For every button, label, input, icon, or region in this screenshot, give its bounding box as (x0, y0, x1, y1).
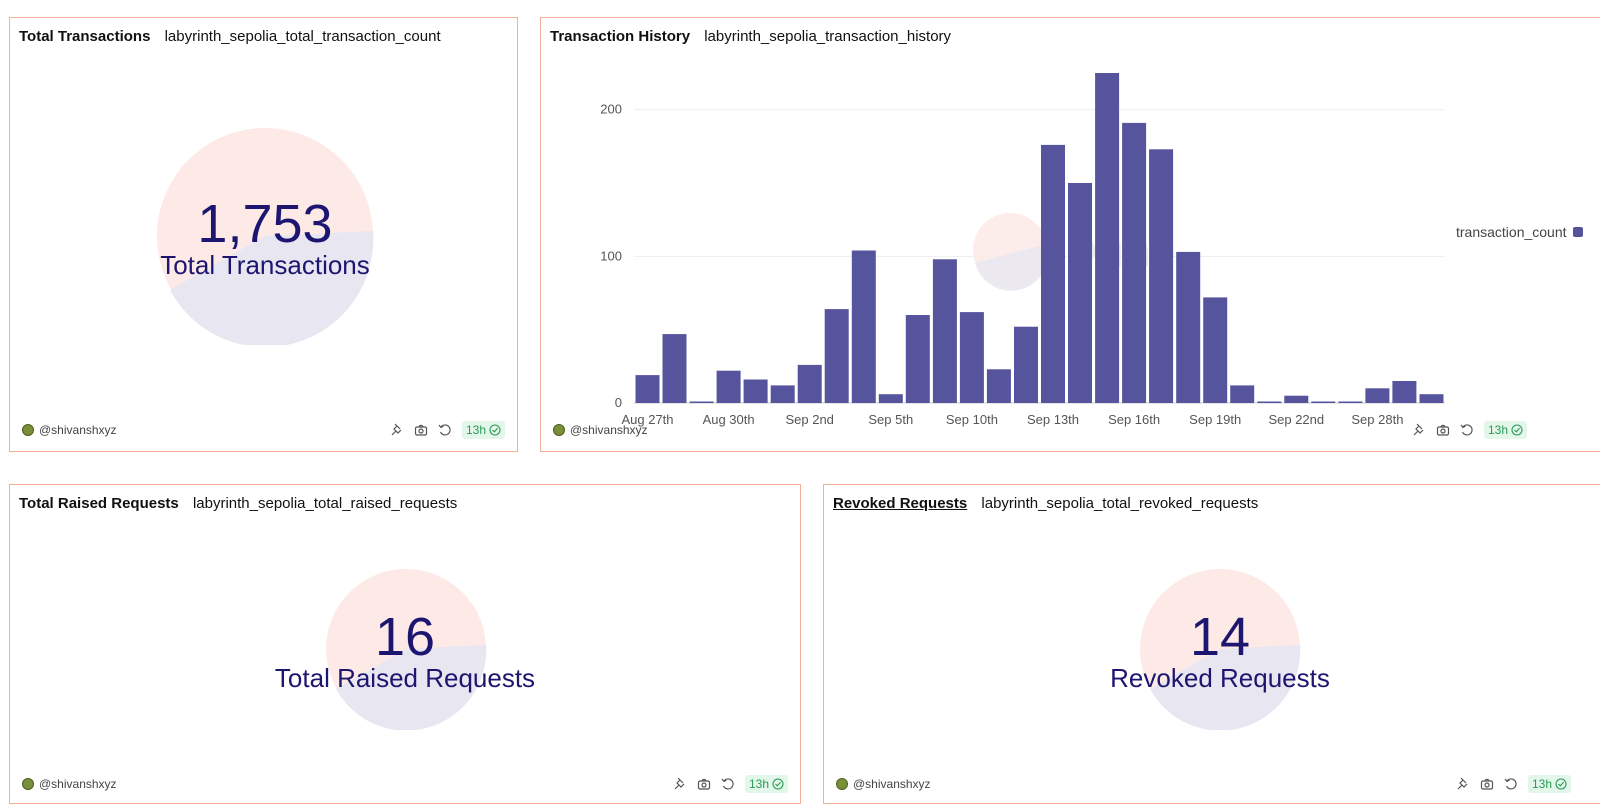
dune-logo-background (326, 569, 487, 730)
check-circle-icon (1555, 778, 1567, 790)
card-title[interactable]: Total Transactions (19, 28, 151, 45)
dune-logo-background (1140, 569, 1301, 730)
query-name[interactable]: labyrinth_sepolia_total_revoked_requests (981, 495, 1259, 512)
query-name[interactable]: labyrinth_sepolia_total_raised_requests (192, 495, 458, 512)
card-footer: @shivanshxyz 13h (824, 775, 1600, 803)
author-name: @shivanshxyz (853, 777, 931, 791)
refresh-icon[interactable] (438, 423, 452, 437)
avatar (22, 778, 34, 790)
card-header: Transaction History labyrinth_sepolia_tr… (550, 28, 951, 45)
freshness-badge[interactable]: 13h (461, 421, 505, 439)
freshness-badge[interactable]: 13h (744, 775, 788, 793)
transaction-history-card: Transaction History labyrinth_sepolia_tr… (540, 17, 1600, 452)
dune-logo-background (157, 128, 374, 345)
check-circle-icon (772, 778, 784, 790)
card-actions: 13h (673, 775, 788, 793)
counter-label: Total Transactions (160, 250, 370, 280)
card-header: Total Transactions labyrinth_sepolia_tot… (19, 28, 441, 45)
pin-icon[interactable] (673, 777, 687, 791)
card-actions: 13h (390, 421, 505, 439)
refresh-icon[interactable] (1504, 777, 1518, 791)
avatar (22, 424, 34, 436)
card-footer: @shivanshxyz 13h (10, 413, 517, 451)
revoked-requests-card: Revoked Requests labyrinth_sepolia_total… (823, 484, 1600, 804)
avatar (836, 778, 848, 790)
freshness-badge[interactable]: 13h (1483, 421, 1527, 439)
counter-value: 14 (1189, 607, 1251, 667)
card-footer: @shivanshxyz 13h (10, 775, 800, 803)
total-transactions-card: Total Transactions labyrinth_sepolia_tot… (9, 17, 518, 452)
card-actions: 13h (1412, 421, 1527, 439)
card-title[interactable]: Revoked Requests (833, 495, 968, 512)
chart-legend[interactable]: transaction_count (1456, 224, 1583, 240)
author-link[interactable]: @shivanshxyz (553, 423, 648, 437)
counter-widget (325, 568, 487, 730)
query-name[interactable]: labyrinth_sepolia_total_transaction_coun… (164, 28, 441, 45)
author-link[interactable]: @shivanshxyz (22, 777, 117, 791)
pin-icon[interactable] (1456, 777, 1470, 791)
counter-widget (1139, 568, 1301, 730)
refresh-icon[interactable] (1460, 423, 1474, 437)
freshness-badge[interactable]: 13h (1527, 775, 1571, 793)
pin-icon[interactable] (390, 423, 404, 437)
card-actions: 13h (1456, 775, 1571, 793)
counter-label: Total Raised Requests (274, 663, 536, 693)
camera-icon[interactable] (1480, 777, 1494, 791)
counter-label: Revoked Requests (1110, 663, 1330, 693)
card-title[interactable]: Total Raised Requests (19, 495, 179, 512)
card-title[interactable]: Transaction History (550, 28, 691, 45)
counter-widget: 1,753 Total Transactions (156, 127, 374, 345)
legend-label: transaction_count (1456, 224, 1567, 240)
age-text: 13h (465, 423, 486, 437)
check-circle-icon (489, 424, 501, 436)
check-circle-icon (1511, 424, 1523, 436)
refresh-icon[interactable] (721, 777, 735, 791)
author-name: @shivanshxyz (39, 423, 117, 437)
author-name: @shivanshxyz (39, 777, 117, 791)
age-text: 13h (1531, 777, 1552, 791)
avatar (553, 424, 565, 436)
camera-icon[interactable] (414, 423, 428, 437)
legend-swatch (1572, 227, 1583, 237)
age-text: 13h (748, 777, 769, 791)
card-header: Revoked Requests labyrinth_sepolia_total… (833, 495, 1258, 512)
counter-value: 16 (374, 607, 436, 667)
age-text: 13h (1487, 423, 1508, 437)
raised-requests-card: Total Raised Requests labyrinth_sepolia_… (9, 484, 801, 804)
pin-icon[interactable] (1412, 423, 1426, 437)
camera-icon[interactable] (697, 777, 711, 791)
card-footer: @shivanshxyz 13h (541, 413, 1600, 451)
query-name[interactable]: labyrinth_sepolia_transaction_history (704, 28, 952, 45)
counter-value: 1,753 (197, 194, 333, 254)
card-header: Total Raised Requests labyrinth_sepolia_… (19, 495, 457, 512)
camera-icon[interactable] (1436, 423, 1450, 437)
author-link[interactable]: @shivanshxyz (836, 777, 931, 791)
author-name: @shivanshxyz (570, 423, 648, 437)
author-link[interactable]: @shivanshxyz (22, 423, 117, 437)
